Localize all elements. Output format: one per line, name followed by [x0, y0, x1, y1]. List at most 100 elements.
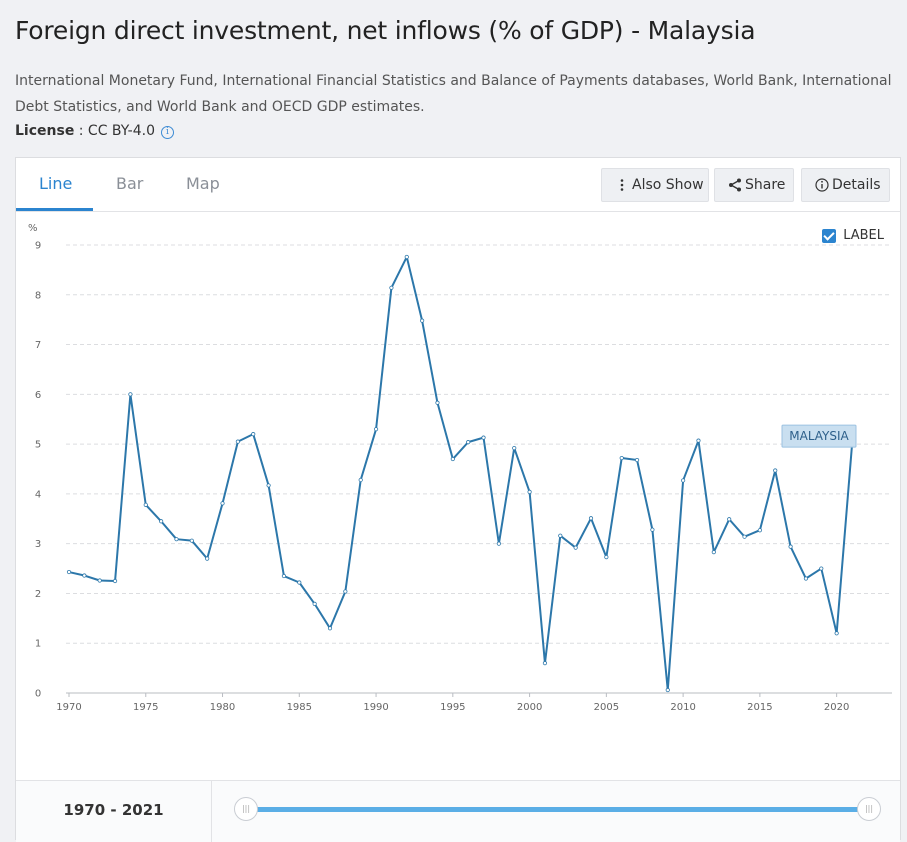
range-slider-track[interactable]: [247, 807, 869, 812]
details-button[interactable]: Details: [801, 168, 890, 202]
label-checkbox[interactable]: [822, 228, 837, 243]
data-point: [404, 254, 409, 260]
data-point: [681, 478, 686, 483]
data-point: [604, 555, 609, 560]
more-vertical-icon: [614, 169, 630, 201]
y-tick-label: 0: [35, 689, 41, 700]
data-point: [727, 517, 732, 522]
x-tick-label: 2005: [594, 702, 619, 713]
tab-map[interactable]: Map: [186, 174, 220, 193]
license-line: License : CC BY-4.0 i: [15, 123, 174, 139]
y-tick-label: 8: [35, 290, 41, 301]
series-label-box: [781, 424, 857, 448]
also-show-label: Also Show: [632, 177, 704, 193]
data-point: [788, 544, 793, 549]
x-tick-label: 1975: [133, 702, 158, 713]
data-point: [650, 527, 655, 532]
tab-bar[interactable]: Bar: [116, 174, 144, 193]
data-point: [819, 566, 824, 571]
data-point: [343, 589, 348, 594]
x-tick-label: 1990: [363, 702, 388, 713]
data-point: [803, 576, 809, 581]
y-tick-label: 5: [35, 440, 41, 451]
data-point: [235, 439, 240, 444]
x-tick-label: 2010: [670, 702, 695, 713]
data-point: [297, 580, 302, 585]
info-icon[interactable]: i: [160, 126, 174, 139]
x-tick-label: 2000: [517, 702, 542, 713]
x-tick-label: 1995: [440, 702, 465, 713]
data-point: [389, 285, 394, 290]
data-point: [742, 534, 747, 539]
license-label: License: [15, 123, 75, 139]
line-chart: % 0 1 2 3 4 5 6 7 8 9 1970 1975 1980 1985 1990 1995 2000 2…: [28, 223, 892, 713]
data-point: [588, 516, 594, 521]
label-toggle[interactable]: LABEL: [822, 228, 884, 243]
share-label: Share: [745, 177, 786, 193]
data-point: [205, 556, 210, 561]
data-point: [512, 445, 517, 451]
y-tick-label: 6: [35, 390, 41, 401]
page-title: Foreign direct investment, net inflows (…: [15, 16, 756, 45]
tab-line[interactable]: Line: [39, 174, 73, 193]
series-label: MALAYSIA: [789, 429, 849, 443]
data-point: [450, 456, 455, 462]
data-point: [82, 573, 87, 578]
info-circle-icon: [814, 169, 830, 201]
x-tick-label: 1970: [56, 702, 81, 713]
range-slider-end-handle[interactable]: |||: [857, 797, 881, 821]
y-tick-label: 2: [35, 589, 41, 600]
series-line: [68, 255, 853, 692]
chart-tabs: Line Bar Map Also Show Share Details: [16, 158, 900, 212]
data-point: [665, 687, 670, 693]
data-point: [220, 501, 225, 506]
x-tick-label: 2020: [824, 702, 849, 713]
data-point: [542, 661, 548, 666]
also-show-button[interactable]: Also Show: [601, 168, 709, 202]
data-point: [573, 545, 578, 550]
data-point: [174, 537, 179, 542]
range-bar: 1970 - 2021 ||| |||: [16, 780, 900, 842]
data-point: [420, 318, 425, 323]
data-point: [281, 573, 287, 579]
data-point: [327, 626, 333, 631]
label-toggle-text: LABEL: [843, 228, 884, 243]
y-tick-label: 3: [35, 539, 41, 550]
data-point: [496, 541, 501, 546]
y-tick-label: 4: [35, 489, 41, 500]
data-point: [373, 427, 379, 432]
data-point: [251, 432, 256, 437]
active-tab-indicator: [16, 208, 93, 211]
data-point: [757, 528, 762, 533]
data-point: [128, 392, 133, 397]
data-point: [189, 538, 194, 543]
x-tick-label: 1980: [210, 702, 235, 713]
data-point: [266, 483, 271, 488]
data-point: [97, 578, 102, 583]
data-point: [619, 455, 624, 461]
source-note: International Monetary Fund, Internation…: [15, 73, 892, 115]
share-icon: [727, 169, 743, 201]
data-point: [466, 440, 471, 445]
license-value: : CC BY-4.0: [74, 123, 155, 139]
data-point: [558, 533, 563, 538]
data-point: [358, 477, 363, 483]
range-slider-start-handle[interactable]: |||: [234, 797, 258, 821]
data-point: [481, 435, 486, 440]
data-point: [66, 569, 72, 575]
x-tick-label: 2015: [747, 702, 772, 713]
y-tick-label: 7: [35, 340, 41, 351]
data-point: [711, 550, 716, 555]
y-tick-label: 1: [35, 639, 41, 650]
data-point: [527, 489, 532, 494]
share-button[interactable]: Share: [714, 168, 794, 202]
data-point: [834, 631, 839, 636]
chart-card: Line Bar Map Also Show Share Details LAB…: [15, 157, 901, 842]
data-point: [112, 578, 118, 584]
x-tick-label: 1985: [287, 702, 312, 713]
data-point: [143, 502, 148, 507]
y-axis-label: %: [28, 223, 38, 234]
range-label: 1970 - 2021: [16, 781, 212, 842]
details-label: Details: [832, 177, 881, 193]
data-point: [696, 438, 701, 443]
